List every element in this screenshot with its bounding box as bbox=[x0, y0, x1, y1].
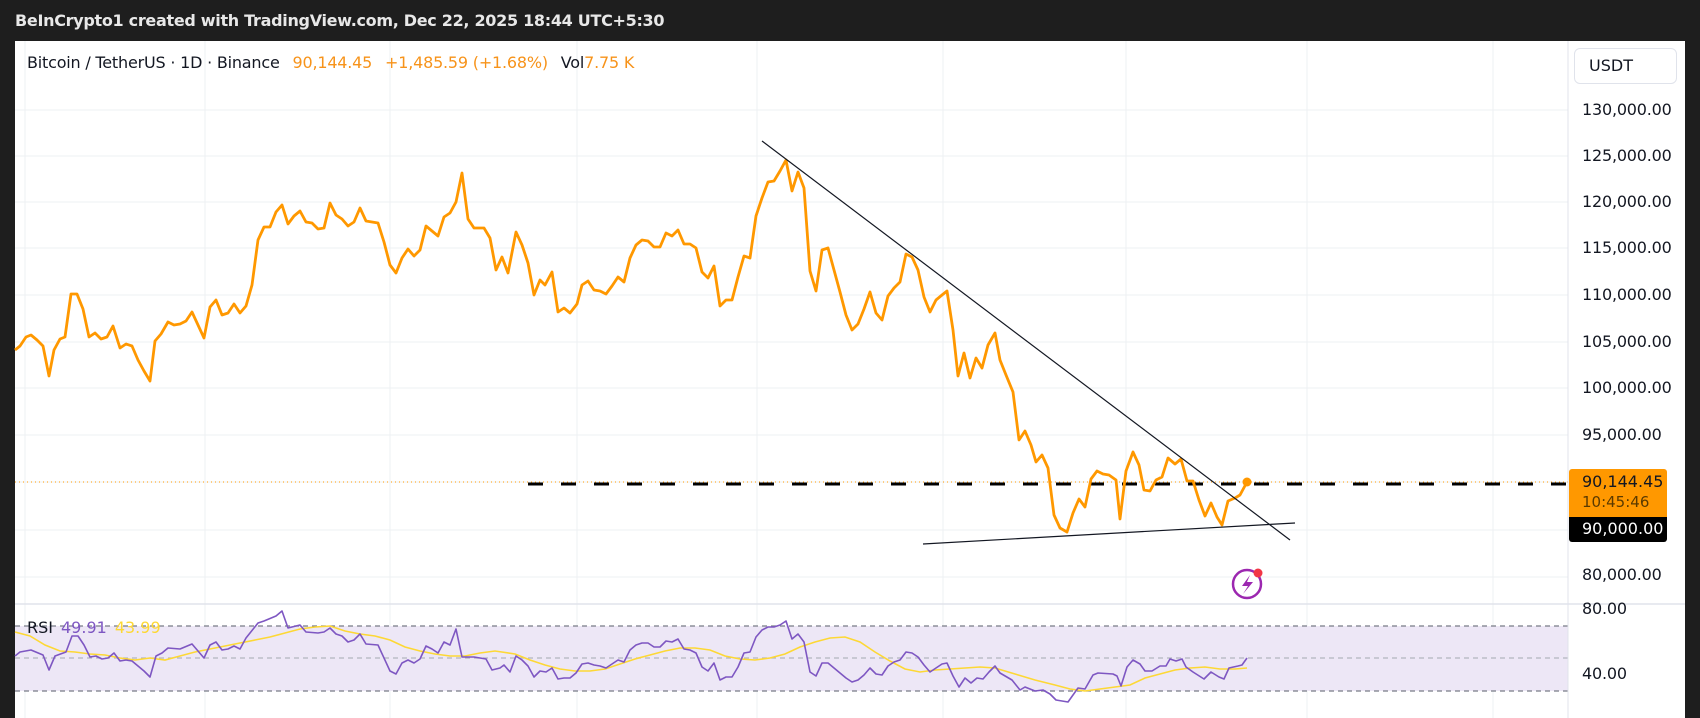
gridlines bbox=[15, 41, 1568, 718]
last-price-dot bbox=[1242, 477, 1252, 487]
rsi-tick-40: 40.00 bbox=[1582, 664, 1627, 683]
rsi-legend[interactable]: RSI 49.91 43.99 bbox=[27, 618, 161, 637]
descending-trendline[interactable] bbox=[761, 140, 1291, 541]
volume-value: 7.75 K bbox=[584, 53, 635, 72]
lightning-alert-icon[interactable] bbox=[1231, 568, 1263, 600]
rsi-name: RSI bbox=[27, 618, 53, 637]
rsi-value: 49.91 bbox=[61, 618, 107, 637]
last-price: 90,144.45 bbox=[292, 53, 373, 72]
symbol-title: Bitcoin / TetherUS · 1D · Binance bbox=[27, 53, 280, 72]
chart-frame bbox=[15, 41, 1685, 718]
currency-unit-button[interactable]: USDT bbox=[1574, 48, 1677, 84]
attribution-text: BeInCrypto1 created with TradingView.com… bbox=[15, 11, 665, 30]
price-tick-80000: 80,000.00 bbox=[1582, 565, 1662, 584]
rsi-ma-line bbox=[14, 625, 1248, 692]
ascending-support-line[interactable] bbox=[922, 522, 1296, 545]
rsi-line bbox=[14, 610, 1248, 703]
price-tick-130000: 130,000.00 bbox=[1582, 100, 1672, 119]
bar-countdown: 10:45:46 bbox=[1582, 493, 1650, 511]
window-border-right bbox=[1685, 41, 1700, 718]
attribution-bar: BeInCrypto1 created with TradingView.com… bbox=[0, 0, 1700, 41]
price-tick-105000: 105,000.00 bbox=[1582, 332, 1672, 351]
price-line bbox=[14, 158, 1249, 534]
price-tick-125000: 125,000.00 bbox=[1582, 146, 1672, 165]
rsi-guide-lines bbox=[15, 625, 1568, 692]
rsi-tick-80: 80.00 bbox=[1582, 599, 1627, 618]
last-price-tag-value: 90,144.45 bbox=[1582, 472, 1664, 491]
rsi-ma-value: 43.99 bbox=[114, 618, 161, 637]
level-price-tag: 90,000.00 bbox=[1569, 517, 1667, 542]
price-tick-120000: 120,000.00 bbox=[1582, 192, 1672, 211]
price-tick-110000: 110,000.00 bbox=[1582, 285, 1672, 304]
volume-label: Vol bbox=[560, 53, 585, 72]
symbol-legend[interactable]: Bitcoin / TetherUS · 1D · Binance 90,144… bbox=[27, 53, 642, 72]
price-tick-115000: 115,000.00 bbox=[1582, 238, 1672, 257]
last-price-tag: 90,144.45 10:45:46 bbox=[1569, 469, 1667, 517]
price-tick-95000: 95,000.00 bbox=[1582, 425, 1662, 444]
price-change: +1,485.59 (+1.68%) bbox=[385, 53, 548, 72]
price-tick-100000: 100,000.00 bbox=[1582, 378, 1672, 397]
